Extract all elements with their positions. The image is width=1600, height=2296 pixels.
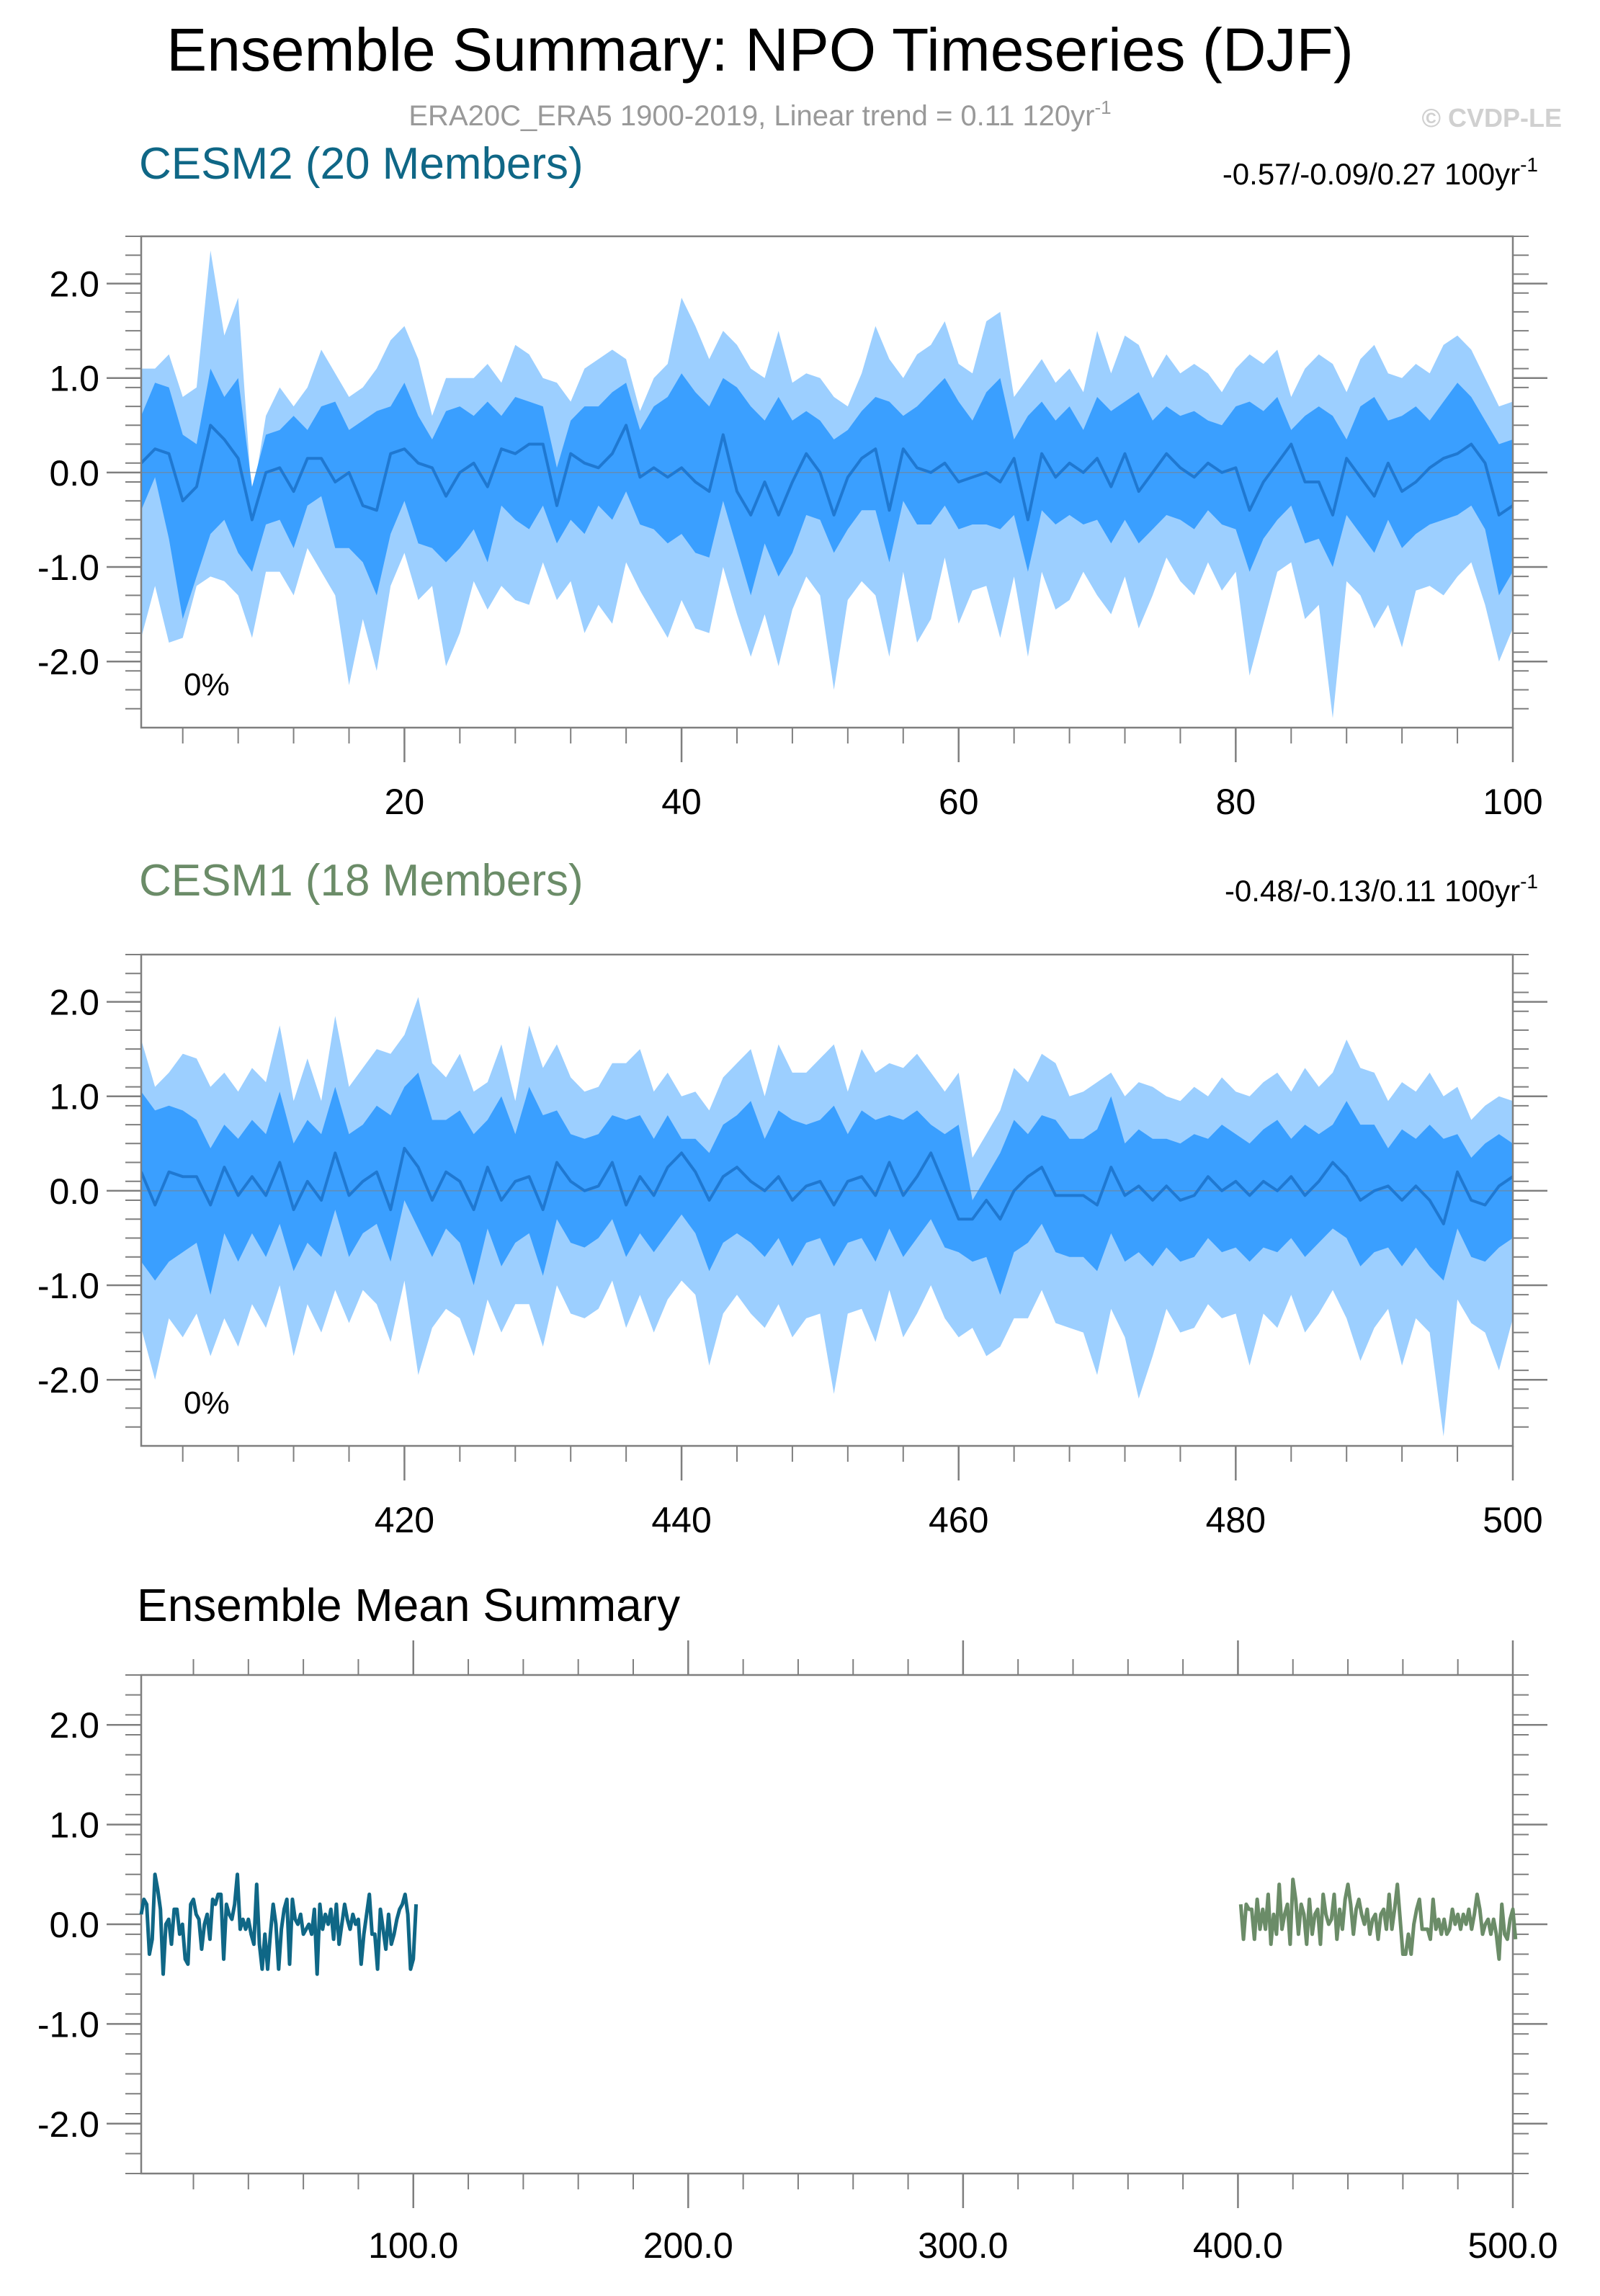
x-tick-label: 500 — [1483, 1500, 1542, 1540]
ensemble-median-line — [141, 1146, 1513, 1225]
y-tick-label: 2.0 — [49, 1705, 99, 1746]
ensemble-median-line — [141, 424, 1513, 522]
panel-cesm2: CESM2 (20 Members) -0.57/-0.09/0.27 100y… — [37, 139, 1547, 822]
x-tick-label: 500.0 — [1467, 2225, 1557, 2266]
y-tick-label: -2.0 — [37, 2104, 99, 2145]
trend-text: -0.48/-0.13/0.11 100yr — [1225, 874, 1520, 908]
trend-superscript: -1 — [1520, 870, 1538, 893]
percent-label: 0% — [184, 667, 230, 702]
y-tick-label: 0.0 — [49, 453, 99, 493]
x-tick-label: 200.0 — [643, 2225, 733, 2266]
figure-title: Ensemble Summary: NPO Timeseries (DJF) — [166, 16, 1354, 84]
trend-label: -0.57/-0.09/0.27 100yr-1 — [1223, 153, 1538, 191]
y-tick-label: -1.0 — [37, 2004, 99, 2045]
x-tick-label: 460 — [929, 1500, 988, 1540]
y-tick-label: 1.0 — [49, 1077, 99, 1117]
plot-frame — [140, 235, 1514, 729]
trend-text: -0.57/-0.09/0.27 100yr — [1223, 157, 1520, 191]
x-tick-label: 480 — [1206, 1500, 1266, 1540]
y-tick-label: 2.0 — [49, 983, 99, 1023]
y-tick-label: 1.0 — [49, 1805, 99, 1846]
plot-frame — [140, 953, 1514, 1447]
plot-area — [141, 250, 1513, 718]
x-tick-label: 100 — [1483, 782, 1542, 822]
x-tick-label: 100.0 — [368, 2225, 458, 2266]
panel-title: CESM1 (18 Members) — [139, 856, 584, 906]
panel-title: Ensemble Mean Summary — [137, 1579, 680, 1631]
y-tick-label: -2.0 — [37, 1360, 99, 1401]
subtitle-text: ERA20C_ERA5 1900-2019, Linear trend = 0.… — [408, 100, 1094, 132]
ensemble-mean-line-cesm1 — [1238, 1877, 1518, 1961]
y-tick-label: -1.0 — [37, 548, 99, 588]
y-tick-label: 2.0 — [49, 264, 99, 305]
x-tick-label: 440 — [651, 1500, 711, 1540]
x-tick-label: 40 — [661, 782, 702, 822]
y-tick-label: -2.0 — [37, 642, 99, 682]
x-tick-label: 420 — [375, 1500, 434, 1540]
trend-label: -0.48/-0.13/0.11 100yr-1 — [1225, 870, 1538, 908]
panel-title: CESM2 (20 Members) — [139, 139, 584, 189]
y-tick-label: 0.0 — [49, 1171, 99, 1212]
figure-subtitle: ERA20C_ERA5 1900-2019, Linear trend = 0.… — [408, 97, 1111, 132]
ensemble-mean-line-cesm2 — [139, 1872, 419, 1976]
percent-label: 0% — [184, 1385, 230, 1421]
copyright-label: © CVDP-LE — [1421, 103, 1562, 133]
x-tick-label: 400.0 — [1193, 2225, 1283, 2266]
y-tick-label: 1.0 — [49, 359, 99, 399]
y-tick-label: 0.0 — [49, 1905, 99, 1945]
plot-area — [141, 997, 1513, 1437]
x-tick-label: 60 — [939, 782, 979, 822]
y-tick-label: -1.0 — [37, 1266, 99, 1306]
x-tick-label: 300.0 — [918, 2225, 1008, 2266]
panel-ensemble-mean: Ensemble Mean Summary 2.0 1.0 0.0 -1.0 -2.0 1… — [37, 1579, 1558, 2266]
inner-spread-band — [141, 1072, 1513, 1295]
subtitle-superscript: -1 — [1094, 97, 1111, 118]
x-tick-label: 20 — [385, 782, 425, 822]
x-tick-label: 80 — [1216, 782, 1256, 822]
panel-cesm1: CESM1 (18 Members) -0.48/-0.13/0.11 100y… — [37, 856, 1547, 1540]
trend-superscript: -1 — [1520, 153, 1538, 176]
